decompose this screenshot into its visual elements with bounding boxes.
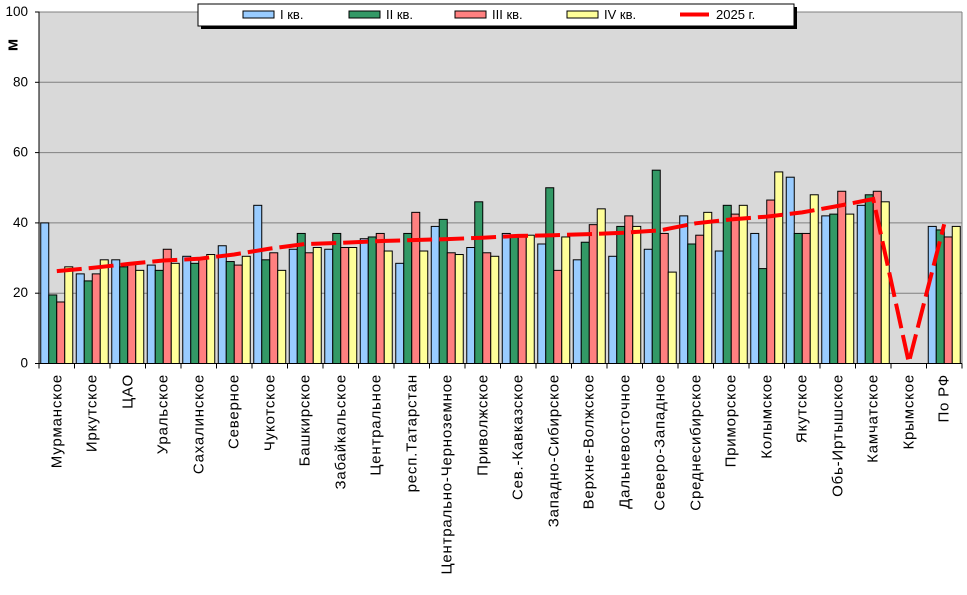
svg-text:60: 60 [13,145,28,160]
svg-text:Дальневосточное: Дальневосточное [616,374,633,509]
svg-text:Забайкальское: Забайкальское [332,374,349,490]
svg-text:Крымское: Крымское [900,374,917,450]
svg-text:Сахалинское: Сахалинское [190,374,207,474]
svg-text:Верхне-Волжское: Верхне-Волжское [581,374,598,509]
svg-text:Иркутское: Иркутское [84,374,101,452]
svg-text:Башкирское: Башкирское [297,374,314,466]
svg-text:2025 г.: 2025 г. [716,7,755,22]
svg-text:Колымское: Колымское [758,374,775,459]
svg-text:100: 100 [5,4,28,19]
svg-text:20: 20 [13,285,28,300]
svg-text:м: м [3,39,22,52]
svg-text:Центральное: Центральное [368,374,385,476]
svg-text:80: 80 [13,74,28,89]
svg-text:Чукотское: Чукотское [261,374,278,451]
svg-text:Камчатское: Камчатское [865,374,882,463]
svg-text:Среднесибирское: Среднесибирское [687,374,704,511]
svg-text:40: 40 [13,215,28,230]
svg-text:Северо-Западное: Северо-Западное [652,374,669,511]
svg-text:ЦАО: ЦАО [119,374,136,409]
svg-text:Северное: Северное [226,374,243,449]
svg-text:Мурманское: Мурманское [48,374,65,468]
svg-text:Западно-Сибирское: Западно-Сибирское [545,374,562,527]
svg-text:IV кв.: IV кв. [604,7,636,22]
svg-text:0: 0 [20,356,28,371]
svg-text:Центрально-Черноземное: Центрально-Черноземное [439,374,456,575]
svg-text:I кв.: I кв. [280,7,303,22]
svg-text:Обь-Иртышское: Обь-Иртышское [829,374,846,497]
svg-text:II кв.: II кв. [386,7,413,22]
svg-text:Приволжское: Приволжское [474,374,491,476]
svg-text:Приморское: Приморское [723,374,740,467]
svg-text:Сев.-Кавказское: Сев.-Кавказское [510,374,527,500]
svg-text:респ.Татарстан: респ.Татарстан [403,374,420,492]
svg-text:III кв.: III кв. [492,7,523,22]
svg-text:Якутское: Якутское [794,374,811,443]
svg-text:По РФ: По РФ [936,374,953,423]
svg-text:Уральское: Уральское [155,374,172,454]
